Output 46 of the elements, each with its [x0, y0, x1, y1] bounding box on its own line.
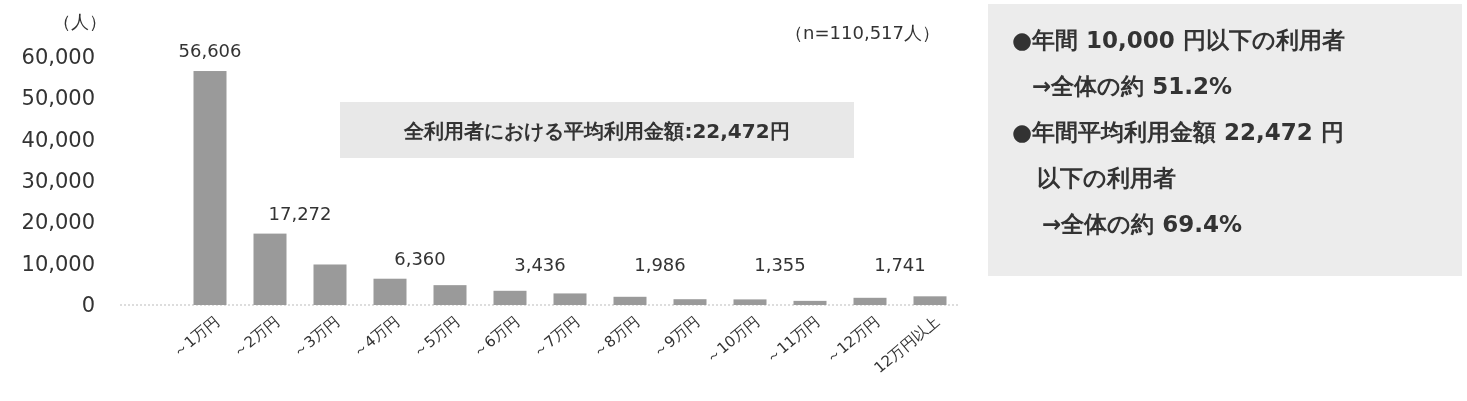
data-label: 17,272	[268, 202, 332, 224]
bar	[313, 264, 347, 305]
y-axis-title: （人）	[53, 11, 107, 32]
data-label: 56,606	[178, 40, 242, 62]
y-tick-label: 20,000	[21, 210, 95, 235]
data-label: 6,360	[394, 247, 446, 269]
text: →全体の約 69.4%	[1042, 211, 1243, 237]
x-tick-label: ～8万円	[589, 312, 643, 362]
y-tick-label: 10,000	[21, 251, 95, 276]
bar	[253, 233, 287, 305]
data-label: 3,436	[514, 254, 566, 275]
bar	[613, 296, 647, 305]
x-tick-label: ～4万円	[349, 312, 403, 362]
bar	[733, 299, 767, 305]
text: ●年間平均利用金額 22,472 円	[1012, 119, 1344, 145]
text: ●年間 10,000 円以下の利用者	[1012, 27, 1345, 53]
text: （n=110,517人）	[785, 22, 940, 43]
data-label: 1,355	[754, 254, 806, 275]
y-tick-label: 30,000	[21, 169, 95, 193]
text: 以下の利用者	[1037, 165, 1176, 191]
x-tick-label: ～9万円	[649, 312, 703, 362]
x-tick-label: ～10万円	[701, 312, 763, 368]
data-label: 1,741	[874, 254, 926, 275]
annotation: 全利用者における平均利用金額:22,472円	[403, 119, 790, 143]
bar	[793, 300, 827, 305]
x-tick-label: ～11万円	[761, 312, 823, 368]
bar	[493, 290, 527, 305]
bar	[553, 293, 587, 305]
bar	[193, 71, 227, 305]
x-tick-label: ～2万円	[229, 312, 283, 362]
x-tick-label: ～6万円	[469, 312, 523, 362]
bar	[853, 297, 887, 305]
x-tick-label: ～1万円	[169, 312, 223, 362]
x-tick-label: ～5万円	[409, 312, 463, 362]
y-tick-label: 60,000	[21, 45, 95, 69]
bar	[373, 278, 407, 305]
x-tick-label: ～3万円	[289, 312, 343, 362]
y-tick-label: 50,000	[21, 86, 95, 111]
text: →全体の約 51.2%	[1032, 73, 1233, 99]
x-tick-label: ～7万円	[529, 312, 583, 362]
y-tick-label: 0	[81, 293, 95, 317]
bar	[913, 296, 947, 305]
data-label: 1,986	[634, 254, 686, 275]
bar	[673, 299, 707, 305]
bar	[433, 285, 467, 305]
y-tick-label: 40,000	[21, 127, 95, 152]
